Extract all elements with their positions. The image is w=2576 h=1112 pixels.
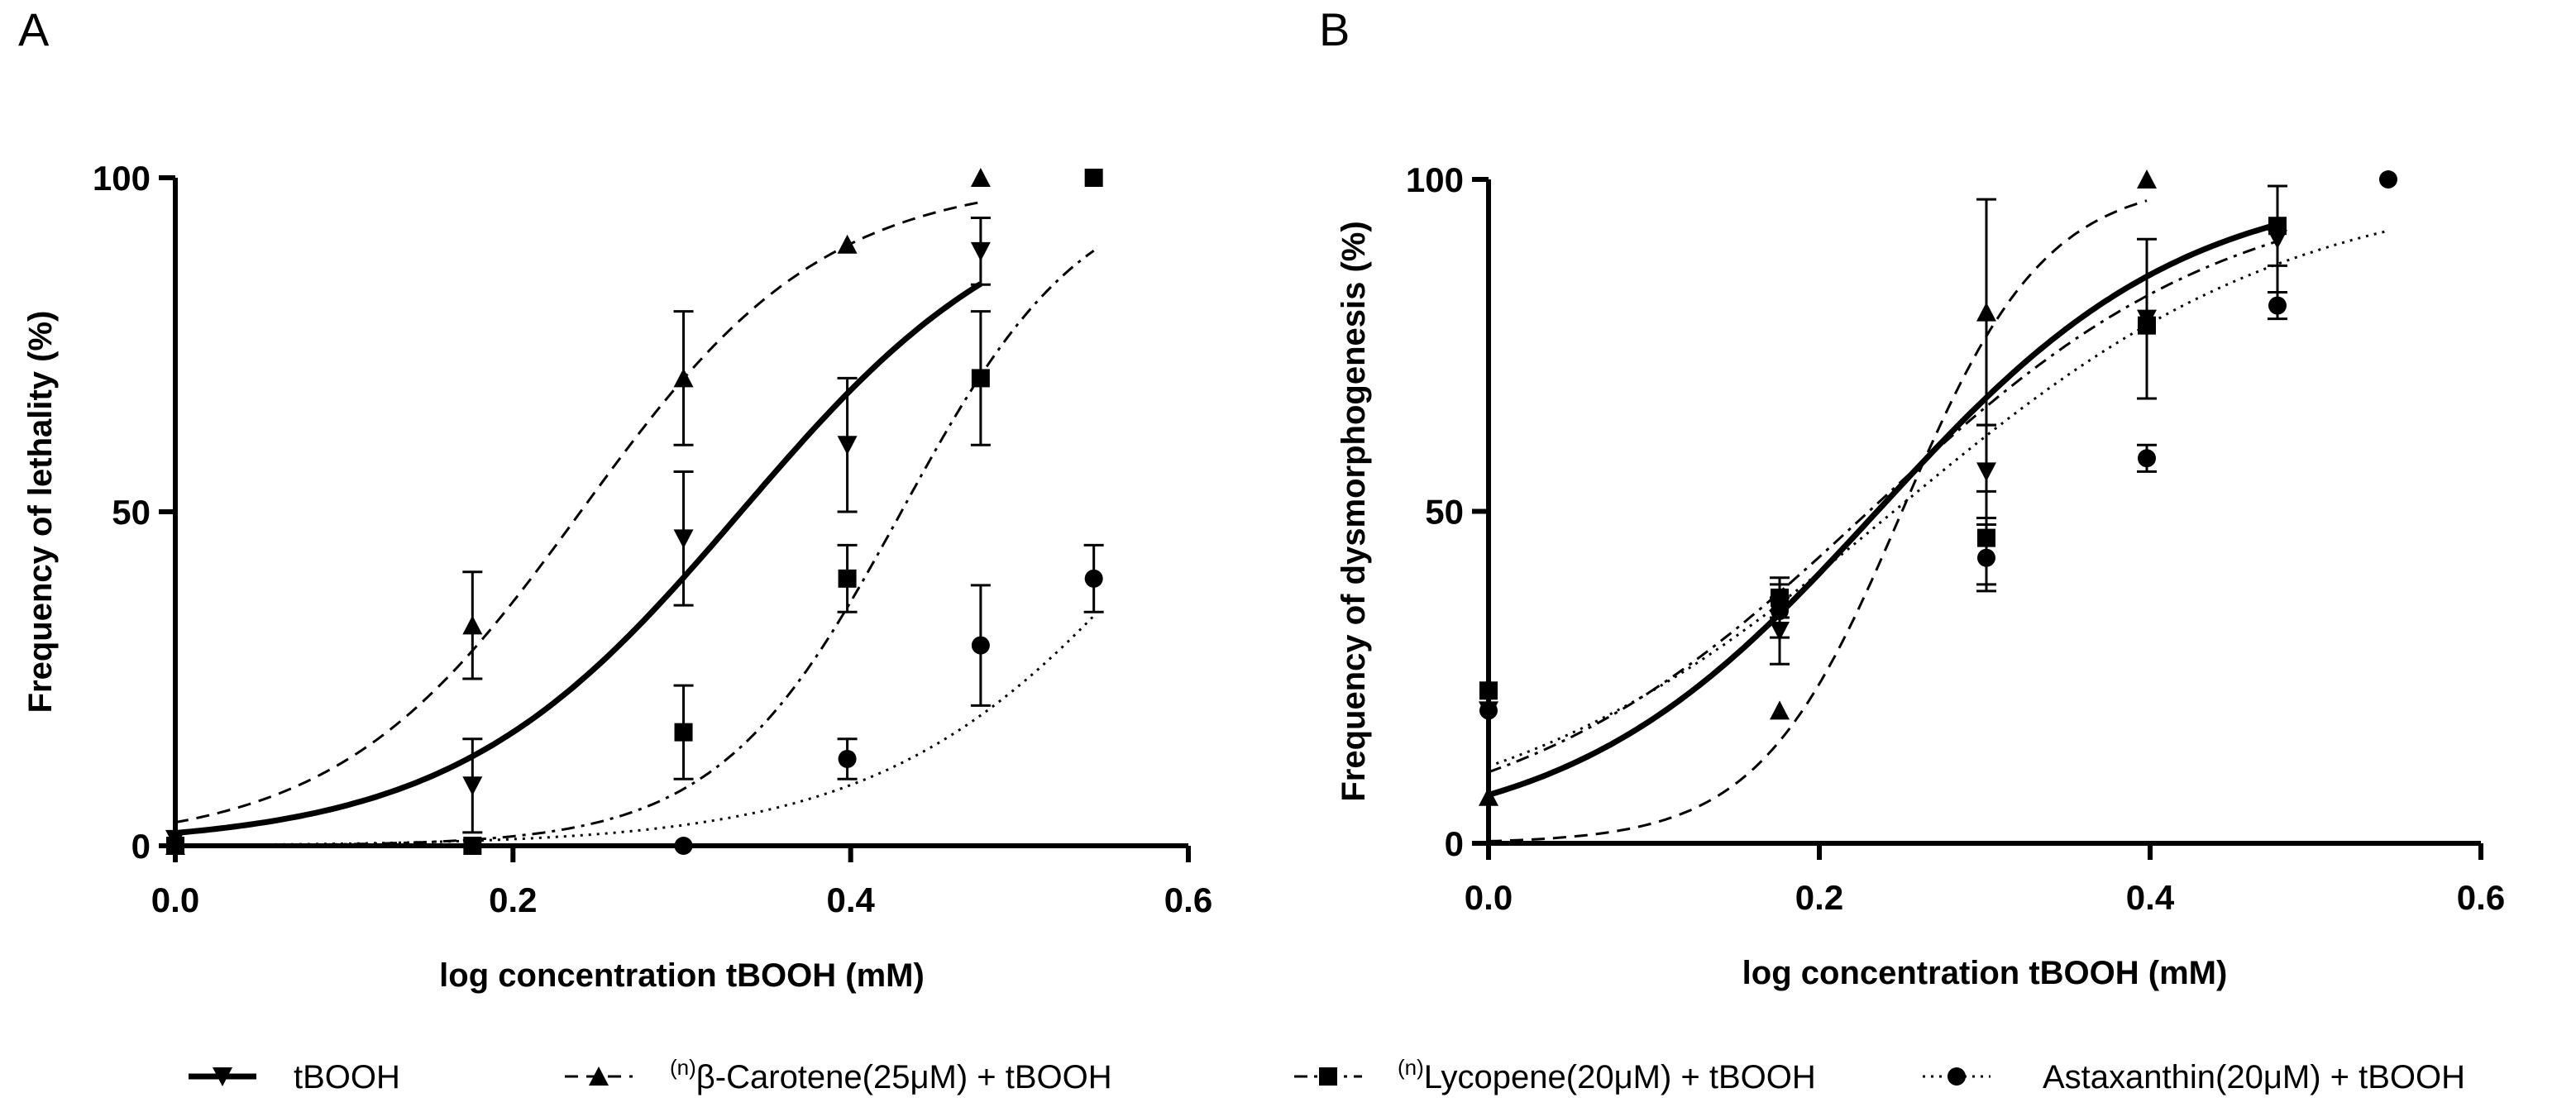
data-point <box>463 837 482 855</box>
data-point <box>1771 601 1789 620</box>
series-beta <box>165 168 991 855</box>
series-asta <box>1479 170 2397 768</box>
fit-curve <box>1488 240 2278 774</box>
data-point <box>674 837 693 855</box>
panel-letter: A <box>18 3 50 55</box>
legend-marker <box>1319 1067 1337 1086</box>
x-tick-label: 0.0 <box>151 881 199 919</box>
series-asta <box>166 543 1104 855</box>
legend-item-beta: (n)β-Carotene(25μM) + tBOOH <box>565 1055 1112 1095</box>
data-point <box>837 436 858 456</box>
x-tick-label: 0.2 <box>1795 878 1843 917</box>
legend-label: (n)β-Carotene(25μM) + tBOOH <box>670 1055 1112 1095</box>
legend-item-tbooh: tBOOH <box>189 1059 400 1095</box>
y-tick-label: 100 <box>1406 160 1464 199</box>
data-point <box>1770 700 1790 720</box>
data-point <box>970 241 991 261</box>
y-axis-title: Frequency of dysmorphogenesis (%) <box>1336 221 1372 801</box>
data-point <box>1977 548 1995 567</box>
legend-marker <box>1948 1067 1966 1086</box>
series-tbooh <box>1479 184 2287 798</box>
x-tick-label: 0.4 <box>2126 878 2175 917</box>
x-tick-label: 0.6 <box>1164 881 1212 919</box>
data-point <box>462 615 483 635</box>
y-tick-label: 0 <box>131 827 151 866</box>
fit-curve <box>174 281 982 836</box>
data-point <box>838 569 857 588</box>
x-tick-label: 0.4 <box>826 881 875 919</box>
data-point <box>970 168 991 187</box>
data-point <box>1976 462 1996 482</box>
data-point <box>837 234 858 254</box>
data-point <box>2268 217 2287 236</box>
legend-marker <box>213 1067 232 1086</box>
data-point <box>166 837 184 855</box>
series-tbooh <box>165 216 991 849</box>
fit-curve <box>1488 199 2148 842</box>
panel-a: A 0.0 0.2 0.4 0.6 0 50 100 log concentration tBO… <box>18 3 1212 994</box>
y-tick-label: 50 <box>1425 493 1464 532</box>
x-tick-label: 0.6 <box>2457 878 2505 917</box>
y-tick-label: 50 <box>112 493 151 532</box>
legend-label-text: Lycopene(20μM) + tBOOH <box>1424 1059 1816 1095</box>
data-point <box>1479 701 1498 720</box>
data-point <box>1479 681 1498 700</box>
data-point <box>2379 170 2397 189</box>
data-point <box>2137 169 2157 189</box>
fit-curve <box>1487 222 2278 798</box>
fit-curve <box>175 249 1095 847</box>
legend-label: tBOOH <box>294 1059 400 1095</box>
y-tick-label: 0 <box>1445 824 1464 863</box>
series-beta <box>1479 169 2157 842</box>
data-point <box>673 368 694 388</box>
data-point <box>462 776 483 796</box>
panel-b: B 0.0 0.2 0.4 0.6 0 50 100 log concentration tBO… <box>1319 3 2505 991</box>
x-tick-label: 0.2 <box>489 881 537 919</box>
legend-label-text: β-Carotene(25μM) + tBOOH <box>696 1059 1112 1095</box>
data-point <box>971 636 990 655</box>
x-axis-title: log concentration tBOOH (mM) <box>1742 955 2228 991</box>
legend: tBOOH (n)β-Carotene(25μM) + tBOOH (n)Lycop… <box>189 1055 2465 1095</box>
panel-letter: B <box>1319 3 1350 55</box>
legend-item-asta: Astaxanthin(20μM) + tBOOH <box>1923 1059 2465 1095</box>
data-point <box>1479 786 1498 806</box>
x-tick-label: 0.0 <box>1465 878 1513 917</box>
legend-marker <box>589 1067 609 1086</box>
legend-label: (n)Lycopene(20μM) + tBOOH <box>1398 1055 1816 1095</box>
data-point <box>2138 316 2156 335</box>
legend-item-lyco: (n)Lycopene(20μM) + tBOOH <box>1294 1055 1816 1095</box>
data-point <box>2268 296 2287 315</box>
legend-superscript: (n) <box>670 1055 696 1080</box>
data-point <box>674 723 693 742</box>
y-tick-label: 100 <box>93 159 151 198</box>
legend-superscript: (n) <box>1398 1055 1424 1080</box>
legend-label: Astaxanthin(20μM) + tBOOH <box>2043 1059 2465 1095</box>
y-axis-title: Frequency of lethality (%) <box>22 311 59 713</box>
data-point <box>1976 302 1996 322</box>
data-point <box>1084 169 1103 187</box>
data-point <box>838 749 857 768</box>
data-point <box>971 369 990 388</box>
data-point <box>1084 569 1103 588</box>
x-axis-title: log concentration tBOOH (mM) <box>439 957 925 994</box>
series-lyco <box>1479 184 2287 774</box>
fit-curve <box>174 201 982 824</box>
data-point <box>673 529 694 549</box>
series-lyco <box>166 169 1103 855</box>
fit-curve <box>1488 229 2389 768</box>
data-point <box>2138 449 2156 468</box>
